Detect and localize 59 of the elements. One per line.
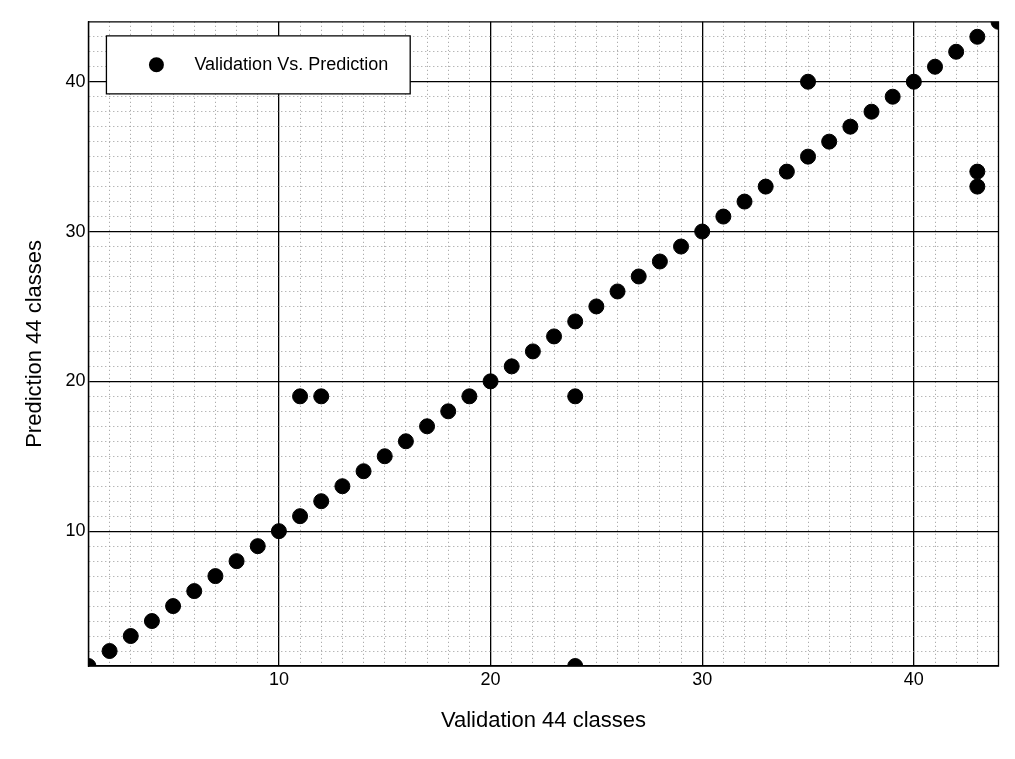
point — [821, 133, 838, 150]
point — [419, 418, 436, 435]
y-tick-label: 10 — [65, 520, 86, 541]
legend-label: Validation Vs. Prediction — [194, 53, 389, 74]
point — [143, 613, 160, 630]
point — [651, 253, 668, 270]
point — [270, 523, 287, 540]
point — [567, 388, 584, 405]
point — [207, 568, 224, 585]
y-tick-label: 30 — [65, 220, 86, 241]
point — [292, 508, 309, 525]
point — [546, 328, 563, 345]
point — [524, 343, 541, 360]
point — [165, 598, 182, 615]
point — [800, 73, 817, 90]
y-axis-title: Prediction 44 classes — [21, 239, 47, 448]
point — [461, 388, 478, 405]
point — [228, 553, 245, 570]
point — [948, 43, 965, 60]
x-tick-label: 10 — [268, 668, 289, 689]
point — [101, 643, 118, 660]
point — [440, 403, 457, 420]
point — [715, 208, 732, 225]
point — [800, 148, 817, 165]
point — [355, 463, 372, 480]
point — [567, 313, 584, 330]
point — [313, 388, 330, 405]
point — [778, 163, 795, 180]
point — [969, 178, 986, 195]
point — [376, 448, 393, 465]
point — [969, 28, 986, 45]
point — [397, 433, 414, 450]
point — [482, 373, 499, 390]
point — [842, 118, 859, 135]
point — [313, 493, 330, 510]
point — [334, 478, 351, 495]
point — [630, 268, 647, 285]
point — [249, 538, 266, 555]
point — [736, 193, 753, 210]
point — [673, 238, 690, 255]
x-tick-label: 30 — [692, 668, 713, 689]
point — [609, 283, 626, 300]
point — [503, 358, 520, 375]
point — [588, 298, 605, 315]
point — [122, 628, 139, 645]
y-tick-label: 20 — [65, 370, 86, 391]
point — [927, 58, 944, 75]
point — [694, 223, 711, 240]
point — [292, 388, 309, 405]
point — [884, 88, 901, 105]
point — [757, 178, 774, 195]
point — [186, 583, 203, 600]
y-tick-label: 40 — [65, 70, 86, 91]
x-tick-label: 40 — [903, 668, 924, 689]
point — [969, 163, 986, 180]
x-tick-label: 20 — [480, 668, 501, 689]
point — [905, 73, 922, 90]
x-axis-title: Validation 44 classes — [440, 706, 646, 732]
point — [863, 103, 880, 120]
